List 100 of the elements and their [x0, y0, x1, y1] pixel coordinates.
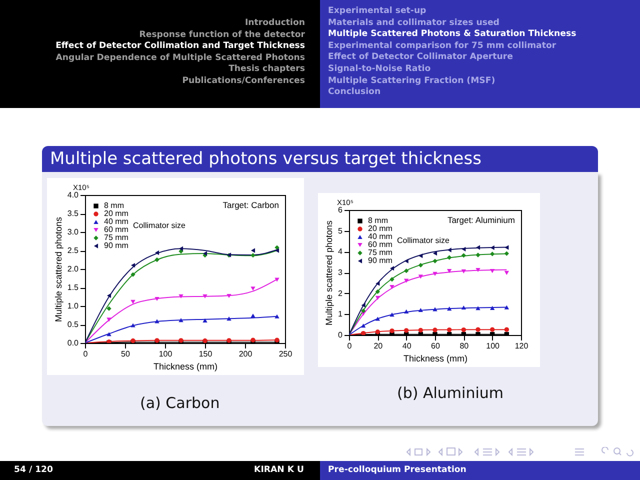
legend-label: 90 mm	[104, 241, 129, 250]
x-tick-label: 250	[278, 350, 293, 358]
text: Experimental set-up	[328, 6, 428, 18]
point	[226, 294, 232, 298]
point	[202, 318, 208, 322]
point	[461, 305, 466, 310]
point	[250, 314, 256, 318]
point	[404, 268, 409, 274]
point	[130, 300, 136, 304]
text: Publications/Conferences	[181, 76, 305, 88]
point	[154, 257, 160, 262]
point	[250, 248, 256, 253]
y-tick-label: 0.5	[67, 320, 80, 329]
point	[404, 258, 408, 264]
x-axis-title: Thickness (mm)	[403, 354, 468, 364]
x-tick-label: 0	[83, 350, 88, 358]
x-tick-label: 50	[121, 350, 130, 358]
text: Materials and collimator sizes used	[328, 18, 500, 30]
x-tick-label: 60	[431, 342, 440, 350]
text: Effect of Detector Collimation and Target Thickness	[56, 41, 305, 53]
point	[418, 274, 424, 279]
y-tick-label: 2.0	[67, 264, 80, 274]
legend-label: 8 mm	[368, 216, 388, 225]
point	[490, 306, 495, 310]
point	[504, 305, 510, 310]
point	[130, 323, 136, 328]
point	[476, 268, 480, 272]
legend-label: 75 mm	[104, 233, 129, 242]
text: KIRAN K U	[254, 464, 304, 477]
point	[476, 245, 480, 250]
point	[360, 308, 366, 314]
point	[418, 253, 423, 258]
x-tick-label: 80	[460, 342, 470, 350]
legend-label: 60 mm	[368, 240, 393, 249]
point	[490, 245, 494, 250]
point	[432, 258, 438, 264]
legend-title: Collimator size	[397, 236, 450, 245]
annotation: Target: Aluminium	[447, 215, 515, 225]
text: Thesis chapters	[228, 64, 305, 76]
text: Multiple Scattering Fraction (MSF)	[328, 76, 496, 88]
y-tick-label: 4	[338, 247, 344, 256]
x-axis-title: Thickness (mm)	[153, 362, 218, 372]
point	[446, 306, 452, 311]
point	[418, 308, 424, 312]
text: Pre-colloquium Presentation	[328, 464, 466, 477]
text: Introduction	[244, 18, 305, 30]
point	[446, 269, 452, 274]
annotation: Target: Carbon	[222, 200, 280, 210]
point	[404, 309, 409, 314]
point	[446, 255, 452, 260]
text: (a) Carbon	[140, 394, 220, 412]
y-tick-label: 3	[338, 268, 344, 277]
point	[447, 248, 452, 252]
legend-label: 75 mm	[368, 248, 393, 257]
text: Multiple Scattered Photons & Saturation Thickness	[328, 29, 576, 41]
point	[375, 289, 380, 294]
point	[461, 269, 466, 274]
legend-label: 40 mm	[368, 232, 393, 241]
x-tick-label: 200	[238, 350, 253, 358]
y-tick-label: 0.0	[67, 338, 80, 348]
point	[432, 328, 438, 332]
point	[106, 293, 112, 298]
text: 54 / 120	[14, 464, 54, 477]
point	[178, 246, 184, 251]
legend-label: 8 mm	[104, 201, 124, 210]
point	[504, 327, 510, 332]
point	[375, 330, 380, 334]
point	[390, 312, 394, 317]
point	[461, 253, 466, 258]
point	[418, 328, 424, 333]
legend-label: 40 mm	[104, 217, 129, 226]
point	[446, 327, 452, 332]
point	[250, 252, 256, 258]
point	[476, 306, 480, 310]
x-tick-label: 40	[402, 342, 412, 350]
x-tick-label: 0	[347, 342, 352, 350]
point	[226, 316, 232, 321]
point	[390, 277, 394, 282]
legend-label: 60 mm	[104, 225, 129, 234]
point	[461, 327, 466, 332]
point	[404, 278, 409, 283]
legend-label: 20 mm	[368, 224, 393, 233]
point	[360, 324, 366, 328]
point	[154, 250, 160, 256]
point	[106, 332, 112, 336]
text: Signal-to-Noise Ratio	[328, 64, 432, 76]
point	[274, 248, 280, 253]
point	[490, 327, 495, 332]
text: Response function of the detector	[138, 30, 305, 42]
text: Experimental comparison for 75 mm collimator	[328, 40, 558, 52]
text: (b) Aluminium	[397, 384, 504, 402]
y-tick-label: 1	[338, 310, 344, 319]
y-tick-label: 1.5	[67, 283, 80, 292]
point	[178, 318, 184, 322]
point	[504, 251, 510, 256]
point	[390, 285, 394, 290]
y-tick-label: 4.0	[67, 190, 80, 200]
x-tick-label: 150	[198, 350, 213, 358]
y-tick-label: 0	[338, 330, 344, 340]
point	[476, 327, 480, 332]
